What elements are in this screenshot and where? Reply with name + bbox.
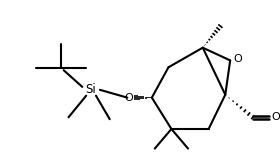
Text: O: O [125, 93, 133, 103]
Text: O: O [271, 112, 280, 122]
Text: O: O [233, 54, 242, 64]
Text: Si: Si [86, 83, 97, 96]
